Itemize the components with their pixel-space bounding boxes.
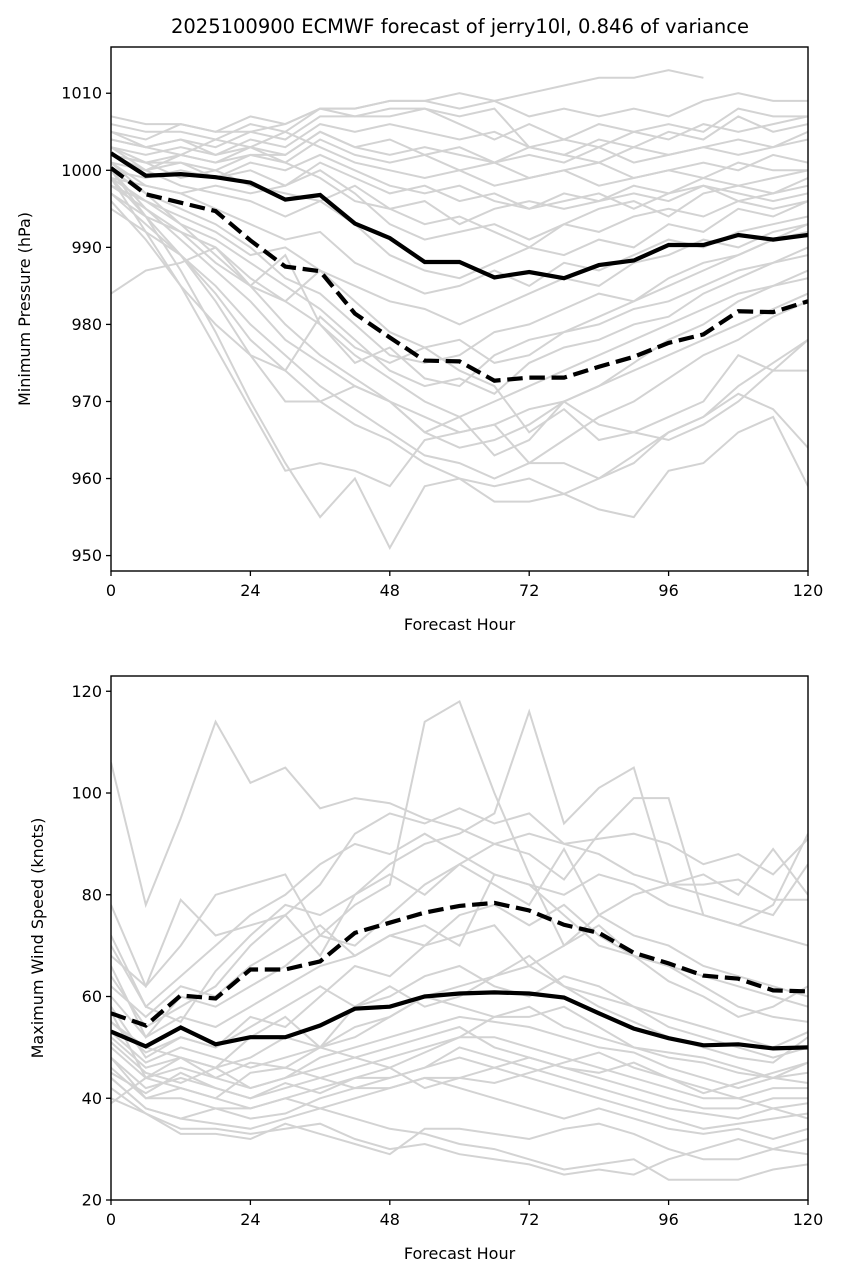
pressure-member-line [111,169,808,241]
wind-member-line [111,719,808,909]
wind-member-line [111,1097,808,1176]
pressure-lines [111,151,808,383]
pressure-x-ticks: 0 24 48 72 96 120 [106,571,823,600]
wind-y-axis-label: Maximum Wind Speed (knots) [28,818,47,1059]
pressure-y-ticks: 950 960 970 980 990 1000 1010 [61,84,111,565]
wind-x-axis-label: Forecast Hour [404,1244,516,1263]
wind-member-line [111,903,808,1039]
pressure-member-line [111,115,808,156]
x-tick-label: 96 [658,1210,678,1229]
pressure-member-line [111,107,808,149]
wind-member-line [111,1077,808,1181]
wind-member-line [111,1051,808,1100]
y-tick-label: 120 [71,682,102,701]
pressure-member-line [111,177,808,488]
y-tick-label: 990 [71,238,102,257]
y-tick-label: 1010 [61,84,102,103]
y-tick-label: 980 [71,315,102,334]
y-tick-label: 950 [71,546,102,565]
wind-member-line [111,964,808,1054]
wind-member-line [111,807,808,988]
wind-member-line [111,846,808,1029]
pressure-member-line [111,192,808,364]
pressure-member-line [111,177,808,395]
wind-member-line [111,1087,808,1161]
pressure-member-line [111,161,808,449]
wind-member-line [111,964,808,1069]
x-tick-label: 48 [380,581,400,600]
wind-lines [111,900,808,1051]
y-tick-label: 1000 [61,161,102,180]
wind-member-line [111,1005,808,1084]
y-tick-label: 60 [82,987,102,1006]
y-tick-label: 80 [82,885,102,904]
pressure-panel: 950 960 970 980 990 1000 1010 0 24 48 72 96 120 For… [15,46,823,634]
figure-title: 2025100900 ECMWF forecast of jerry10l, 0… [171,15,749,38]
pressure-member-line [111,146,808,210]
wind-y-ticks: 20 40 60 80 100 120 [71,682,111,1210]
pressure-y-axis-label: Minimum Pressure (hPa) [15,212,34,406]
pressure-member-line [111,192,808,480]
wind-member-line [111,1056,808,1110]
y-tick-label: 40 [82,1089,102,1108]
wind-x-ticks: 0 24 48 72 96 120 [106,1200,823,1229]
wind-member-line [111,1046,808,1120]
pressure-member-line [111,200,808,442]
pressure-member-line [111,92,808,133]
wind-member-line [111,924,808,1059]
pressure-member-line [111,146,808,226]
wind-panel: 20 40 60 80 100 120 0 24 48 72 96 120 Forecast Hou… [28,675,823,1263]
y-tick-label: 970 [71,392,102,411]
pressure-member-line [111,130,808,187]
wind-member-line [111,1015,808,1090]
x-tick-label: 24 [240,581,260,600]
pressure-member-line [111,130,808,164]
x-tick-label: 0 [106,1210,116,1229]
y-tick-label: 960 [71,469,102,488]
wind-mean-line [111,990,808,1051]
pressure-member-line [111,207,808,457]
pressure-member-line [111,169,808,551]
x-tick-label: 24 [240,1210,260,1229]
x-tick-label: 0 [106,581,116,600]
wind-member-line [111,1025,808,1120]
wind-member-line [111,708,808,1024]
pressure-member-line [111,130,808,172]
pressure-member-line [111,169,808,364]
pressure-member-line [111,153,808,280]
wind-weighted-line [111,900,808,1028]
x-tick-label: 96 [658,581,678,600]
pressure-x-axis-label: Forecast Hour [404,615,516,634]
x-tick-label: 120 [793,581,824,600]
x-tick-label: 48 [380,1210,400,1229]
wind-axes-frame [110,675,809,1201]
x-tick-label: 72 [519,1210,539,1229]
pressure-axes-frame [110,46,809,572]
x-tick-label: 120 [793,1210,824,1229]
wind-member-line [111,995,808,1080]
pressure-members [111,69,808,551]
pressure-weighted-line [111,166,808,383]
wind-member-line [111,1056,808,1141]
pressure-member-line [111,138,808,180]
x-tick-label: 72 [519,581,539,600]
pressure-member-line [111,223,808,388]
y-tick-label: 20 [82,1191,102,1210]
wind-member-line [111,832,808,1009]
pressure-member-line [111,153,808,210]
y-tick-label: 100 [71,784,102,803]
wind-members [111,699,808,1181]
pressure-mean-line [111,151,808,281]
pressure-member-line [111,161,808,295]
